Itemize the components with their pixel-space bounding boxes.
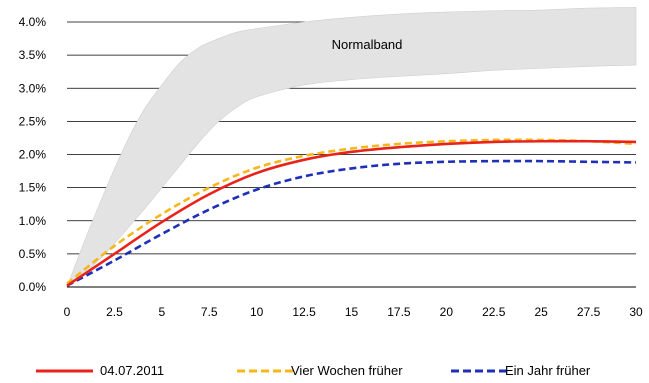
y-tick-label: 1.5% xyxy=(19,181,47,195)
y-tick-label: 3.0% xyxy=(19,81,47,95)
legend: 04.07.2011 Vier Wochen früher Ein Jahr frü… xyxy=(36,363,591,378)
x-tick-label: 27.5 xyxy=(577,305,601,319)
x-tick-label: 25 xyxy=(534,305,548,319)
normal-band-area xyxy=(66,7,637,288)
x-tick-label: 15 xyxy=(345,305,359,319)
legend-label: 04.07.2011 xyxy=(100,363,164,378)
x-tick-label: 7.5 xyxy=(201,305,218,319)
y-tick-label: 3.5% xyxy=(19,48,47,62)
y-tick-label: 2.5% xyxy=(19,114,47,128)
y-tick-label: 2.0% xyxy=(19,148,47,162)
x-tick-label: 10 xyxy=(250,305,264,319)
series-line-1 xyxy=(66,138,637,285)
band-label: Normalband xyxy=(332,37,403,52)
x-tick-label: 12.5 xyxy=(292,305,316,319)
x-tick-label: 22.5 xyxy=(482,305,506,319)
x-tick-label: 5 xyxy=(158,305,165,319)
series-line-2 xyxy=(66,159,637,287)
x-tick-label: 2.5 xyxy=(106,305,123,319)
x-tick-label: 30 xyxy=(629,305,643,319)
y-tick-label: 0.0% xyxy=(19,280,47,294)
y-tick-label: 0.5% xyxy=(19,247,47,261)
x-tick-label: 0 xyxy=(64,305,71,319)
y-tick-label: 4.0% xyxy=(19,15,47,29)
x-tick-label: 17.5 xyxy=(387,305,411,319)
series-lines xyxy=(66,138,637,287)
y-tick-label: 1.0% xyxy=(19,214,47,228)
x-tick-label: 20 xyxy=(440,305,454,319)
axes: 0.0% 0.5% 1.0% 1.5% 2.0% 2.5% 3.0% 3.5% 4.0% 0 2.5… xyxy=(19,15,643,319)
series-line-0 xyxy=(66,139,637,287)
legend-label: Vier Wochen früher xyxy=(291,363,403,378)
normal-band xyxy=(66,7,637,288)
legend-label: Ein Jahr früher xyxy=(505,363,591,378)
